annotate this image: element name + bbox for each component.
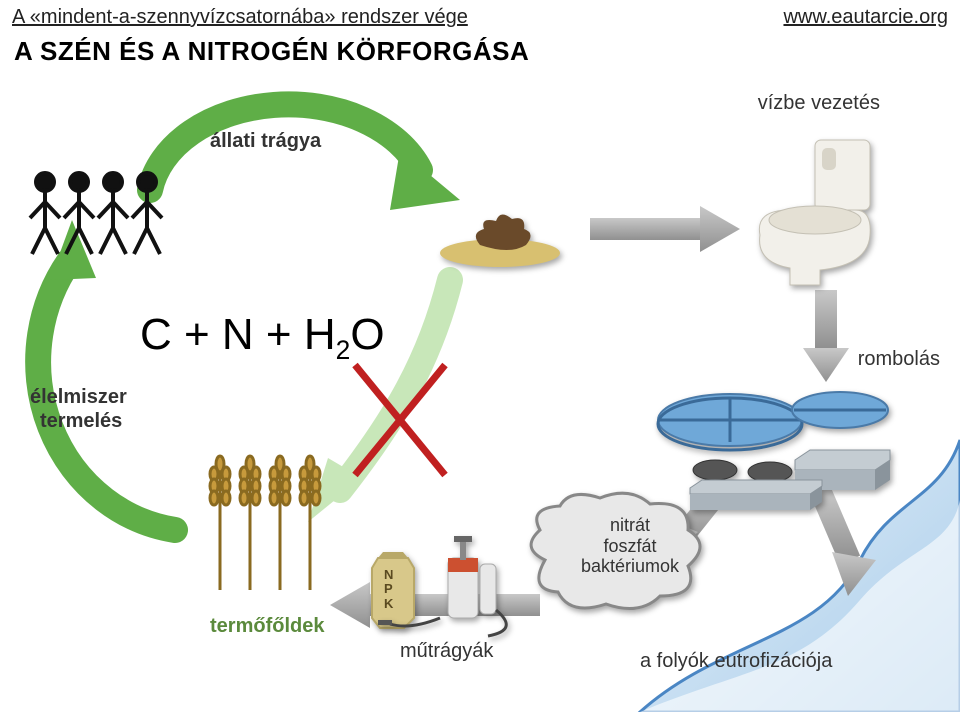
npk-n: N xyxy=(384,568,393,582)
label-vizbe: vízbe vezetés xyxy=(758,92,880,115)
npk-k: K xyxy=(384,597,393,611)
label-foszfat: foszfát xyxy=(570,536,690,557)
label-eutro: a folyók eutrofizációja xyxy=(640,650,832,673)
people-icon xyxy=(30,173,162,254)
toilet-icon xyxy=(759,140,870,285)
label-nitrat-block: nitrát foszfát baktériumok xyxy=(570,515,690,577)
label-rombolas: rombolás xyxy=(858,348,940,371)
arrow-manure-to-toilet xyxy=(590,206,740,252)
arrow-cycle-left xyxy=(38,220,175,530)
label-elelmiszer1: élelmiszer xyxy=(30,386,127,409)
label-allati: állati trágya xyxy=(210,130,321,153)
npk-p: P xyxy=(384,582,393,596)
npk-text: N P K xyxy=(384,568,393,611)
label-mutragyak: műtrágyák xyxy=(400,640,493,663)
wheat-icon xyxy=(210,456,320,590)
manure-icon xyxy=(440,214,560,267)
label-elelmiszer2: termelés xyxy=(40,410,122,433)
formula: C + N + H2O xyxy=(140,310,385,366)
label-nitrat: nitrát xyxy=(570,515,690,536)
arrow-cycle-top xyxy=(150,104,460,210)
label-bakteriumok: baktériumok xyxy=(570,556,690,577)
treatment-plant-icon xyxy=(658,392,890,510)
label-termofoldek: termőfőldek xyxy=(210,615,324,638)
arrow-toilet-down xyxy=(803,290,849,382)
